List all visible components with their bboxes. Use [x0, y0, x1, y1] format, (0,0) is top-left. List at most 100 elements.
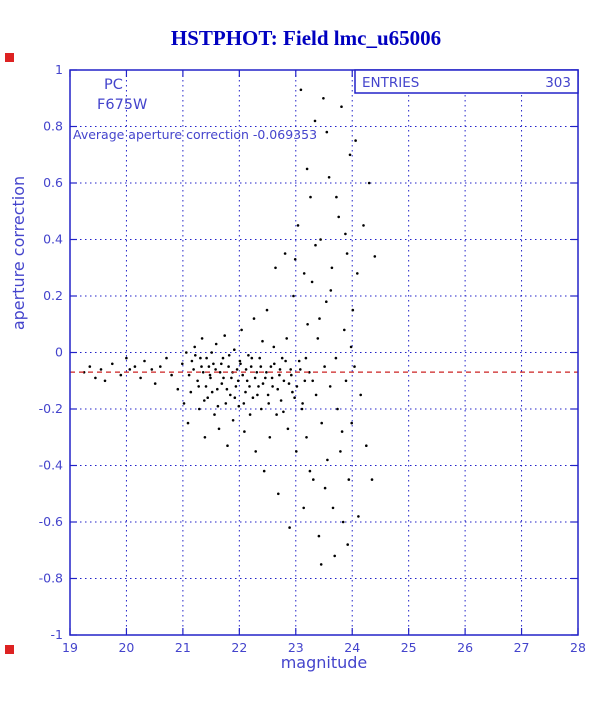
scatter-point: [293, 396, 296, 400]
scatter-point: [252, 317, 256, 320]
scatter-point: [201, 371, 205, 374]
scatter-point: [216, 404, 220, 408]
scatter-point: [207, 365, 211, 368]
scatter-point: [204, 385, 208, 388]
scatter-point: [214, 342, 218, 346]
scatter-point: [190, 359, 194, 363]
scatter-point: [222, 376, 225, 380]
scatter-point: [185, 351, 188, 354]
scatter-point: [259, 365, 263, 368]
scatter-point: [305, 436, 308, 439]
scatter-point: [334, 356, 338, 360]
scatter-point: [305, 167, 309, 171]
scatter-point: [271, 385, 274, 388]
scatter-point: [285, 337, 289, 340]
scatter-point: [295, 450, 298, 453]
scatter-point: [288, 526, 291, 529]
scatter-point: [128, 368, 132, 371]
scatter-point: [213, 413, 216, 416]
scatter-point: [353, 365, 356, 368]
scatter-point: [277, 492, 280, 496]
scatter-point: [88, 365, 92, 368]
y-tick-label: 0: [55, 345, 63, 360]
scatter-point: [94, 376, 97, 380]
page-title: HSTPHOT: Field lmc_u65006: [171, 26, 441, 50]
tick-marks-layer: [69, 69, 579, 636]
scatter-point: [276, 387, 280, 391]
scatter-point: [133, 365, 137, 368]
scatter-point: [125, 356, 128, 360]
scatter-point: [198, 407, 201, 411]
entries-stats-box: ENTRIES 303: [354, 69, 579, 94]
scatter-points-layer: [82, 88, 377, 566]
scatter-point: [296, 224, 300, 227]
scatter-point: [287, 382, 291, 385]
scatter-point: [304, 356, 308, 360]
scatter-point: [340, 105, 343, 108]
y-tick-labels: 1 0.8 0.6 0.4 0.2 0 -0.2 -0.4 -0.6 -0.8 -1: [39, 62, 63, 642]
scatter-point: [359, 393, 363, 397]
scatter-point: [244, 368, 248, 371]
scatter-point: [234, 385, 238, 388]
scatter-point: [275, 413, 278, 416]
scatter-point: [248, 385, 251, 388]
scatter-point: [337, 215, 341, 219]
scatter-point: [270, 376, 274, 380]
scatter-point: [311, 379, 315, 383]
scatter-point: [286, 427, 290, 431]
scatter-point: [292, 294, 295, 298]
scatter-point: [233, 348, 236, 352]
average-correction-annotation: Average aperture correction -0.069353: [73, 127, 317, 142]
y-tick-label: -0.4: [39, 458, 63, 473]
scatter-point: [335, 195, 338, 199]
x-tick-label: 28: [570, 640, 586, 655]
scatter-point: [273, 362, 276, 366]
y-tick-label: 1: [55, 62, 63, 77]
scatter-point: [317, 534, 321, 538]
scatter-point: [347, 478, 351, 481]
scatter-point: [279, 399, 283, 402]
scatter-point: [344, 232, 347, 236]
scatter-point: [176, 387, 180, 391]
scatter-point: [299, 368, 302, 371]
scatter-point: [192, 368, 195, 371]
scatter-point: [282, 410, 285, 414]
scatter-point: [265, 371, 268, 374]
entries-box-frame: [354, 69, 579, 94]
scatter-point: [278, 373, 281, 377]
scatter-point: [340, 430, 344, 433]
x-tick-label: 25: [401, 640, 417, 655]
scatter-point: [370, 478, 374, 481]
y-tick-label: 0.4: [43, 232, 63, 247]
y-tick-label: -0.6: [39, 514, 63, 529]
scatter-point: [194, 354, 197, 357]
scatter-point: [220, 382, 224, 385]
scatter-point: [233, 396, 237, 400]
scatter-point: [345, 252, 349, 255]
scatter-point: [210, 351, 213, 354]
scatter-point: [103, 379, 107, 383]
scatter-point: [300, 407, 304, 411]
scatter-point: [266, 393, 270, 397]
entries-label: ENTRIES: [362, 75, 419, 91]
entries-value: 303: [545, 75, 571, 91]
scatter-point: [329, 289, 333, 292]
scatter-point: [323, 365, 326, 368]
scatter-point: [356, 272, 359, 275]
scatter-point: [243, 430, 246, 433]
scatter-point: [261, 382, 265, 385]
scatter-point: [302, 272, 306, 275]
x-tick-label: 26: [457, 640, 473, 655]
scatter-point: [268, 436, 272, 439]
scatter-point: [325, 130, 329, 134]
scatter-point: [239, 362, 242, 366]
window-corner-marker-icon: [5, 645, 14, 654]
scatter-point: [221, 356, 225, 360]
scatter-point: [350, 421, 354, 425]
scatter-point: [225, 387, 229, 391]
scatter-point: [187, 373, 191, 377]
detector-label: PC: [104, 77, 123, 93]
scatter-point: [328, 385, 332, 388]
scatter-point: [220, 362, 223, 366]
